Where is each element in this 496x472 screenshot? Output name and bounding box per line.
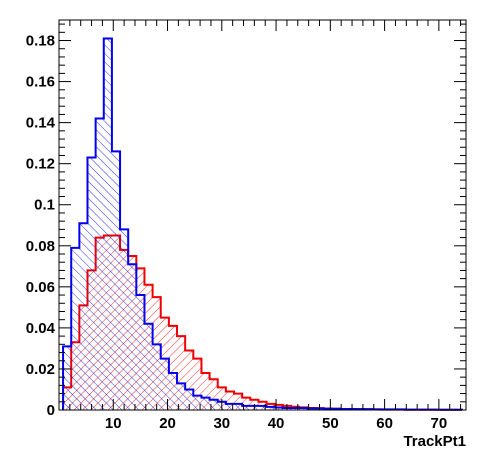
y-tick-label: 0.06 [26, 279, 55, 296]
x-axis-title: TrackPt1 [403, 433, 466, 450]
series-layer [62, 37, 463, 411]
y-tick-label: 0.18 [26, 33, 55, 50]
x-tick-label: 10 [105, 415, 122, 432]
axes-layer: 10 20 30 40 50 60 70 0 0.02 0.04 0.06 0.08 0.1 0.12 0.… [26, 20, 466, 432]
x-tick-label: 60 [376, 415, 393, 432]
x-tick-label: 50 [322, 415, 339, 432]
y-tick-label: 0 [47, 402, 55, 419]
x-tick-label: 20 [159, 415, 176, 432]
y-tick-label: 0.02 [26, 361, 55, 378]
y-tick-label: 0.12 [26, 156, 55, 173]
series-0 [62, 37, 463, 411]
y-tick-label: 0.16 [26, 74, 55, 91]
x-tick-label: 30 [213, 415, 230, 432]
x-tick-label: 70 [431, 415, 448, 432]
plot-frame [58, 19, 467, 411]
y-tick-label: 0.1 [34, 197, 55, 214]
y-tick-label: 0.08 [26, 238, 55, 255]
series-0-fill [63, 38, 462, 410]
x-tick-label: 40 [268, 415, 285, 432]
series-0-outline [62, 37, 463, 411]
y-tick-label: 0.14 [26, 115, 56, 132]
y-tick-label: 0.04 [26, 320, 56, 337]
